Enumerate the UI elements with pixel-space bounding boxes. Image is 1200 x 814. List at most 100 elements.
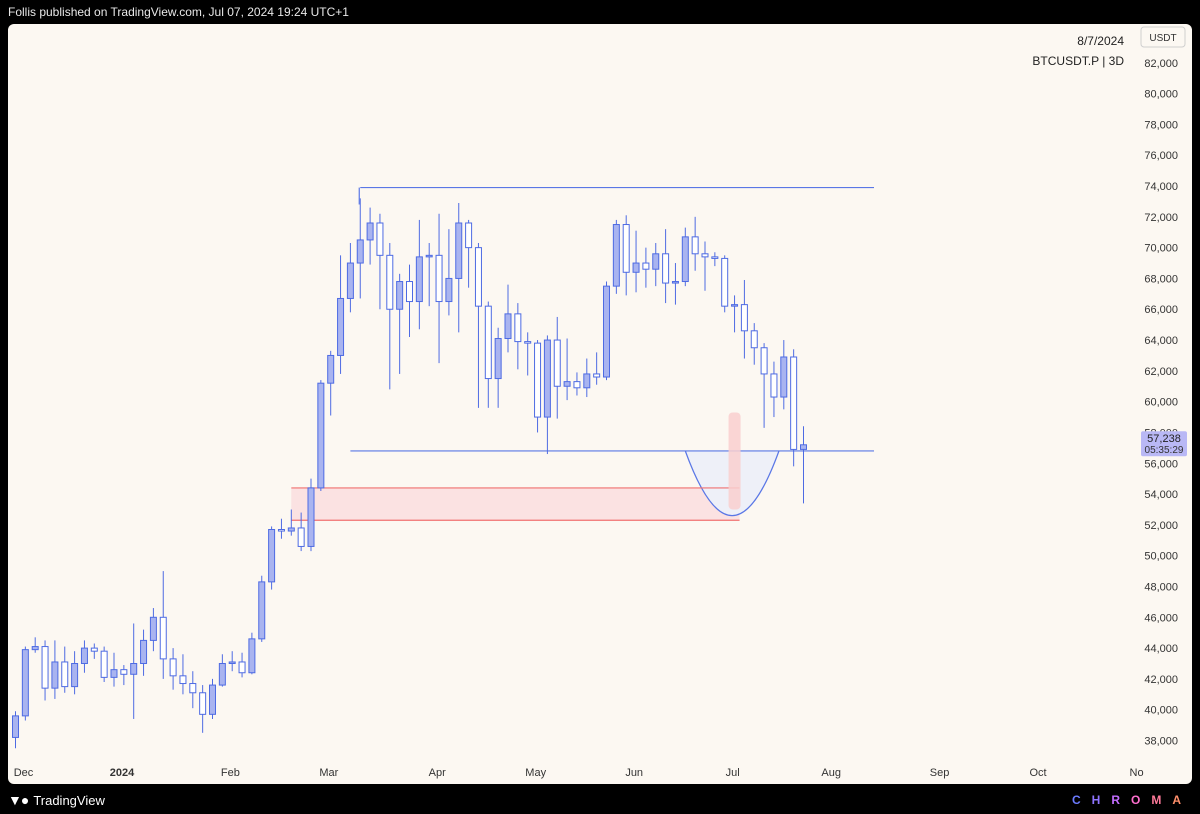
candle [80, 640, 88, 673]
candle [573, 372, 581, 396]
candle-body [396, 281, 404, 310]
candle-body [553, 339, 561, 387]
y-tick-label: 72,000 [1144, 212, 1178, 224]
candle-body [750, 330, 758, 349]
y-tick-label: 82,000 [1144, 58, 1178, 70]
candle [484, 301, 492, 408]
candle [770, 361, 778, 418]
candle [750, 323, 758, 365]
candle [711, 252, 719, 267]
candle [386, 243, 394, 390]
candle [543, 335, 551, 455]
candle [612, 219, 620, 294]
candle-body [484, 305, 492, 380]
candle-body [642, 262, 650, 270]
candle-body [31, 646, 39, 651]
x-tick-label: Mar [319, 767, 338, 779]
candle [780, 340, 788, 410]
candle [140, 629, 148, 676]
chart-panel[interactable]: 38,000 40,000 42,000 44,000 46,000 48,000 50,0… [8, 24, 1192, 784]
candle-body [770, 373, 778, 398]
candle-body [494, 338, 502, 380]
candle [553, 316, 561, 419]
tradingview-logo-text: TradingView [33, 792, 105, 808]
candle-body [701, 253, 709, 258]
candle-body [366, 222, 374, 241]
y-tick-label: 50,000 [1144, 551, 1178, 563]
candle-body [425, 254, 433, 258]
candle [406, 264, 413, 337]
candle [603, 281, 610, 381]
candle [31, 637, 39, 653]
y-tick-label: 56,000 [1144, 458, 1178, 470]
brand-letter: R [1111, 793, 1131, 807]
candle [110, 652, 118, 687]
candle-body [406, 281, 413, 303]
brand-letter: C [1071, 793, 1092, 807]
candle [218, 654, 226, 687]
candle [327, 350, 335, 416]
candle [652, 243, 660, 287]
candle-body [465, 222, 473, 249]
candle-body [543, 339, 551, 418]
y-tick-label: 42,000 [1144, 674, 1178, 686]
candle-body [238, 661, 246, 674]
candle [307, 478, 315, 552]
candle-body [179, 675, 187, 685]
symbol-label: BTCUSDT.P | 3D [1032, 54, 1124, 68]
y-tick-label: 74,000 [1144, 181, 1178, 193]
candle-body [258, 581, 266, 640]
candle [356, 198, 364, 299]
candle-body [317, 382, 325, 489]
candle [179, 654, 187, 695]
currency-button[interactable] [1140, 26, 1186, 48]
candle-body [90, 647, 98, 652]
candle-body [455, 222, 463, 279]
candle [238, 652, 246, 678]
candle [445, 229, 453, 316]
date-label: 8/7/2024 [1077, 34, 1124, 48]
candle-body [583, 373, 591, 389]
candle-body [218, 663, 226, 686]
candle-body [277, 529, 285, 532]
candle [514, 303, 522, 370]
tradingview-logo[interactable]: ▼● TradingView [8, 792, 105, 808]
candle-body [622, 224, 630, 273]
candle [149, 608, 157, 652]
candle [51, 640, 59, 699]
candle-body [504, 313, 512, 340]
candle [41, 640, 49, 701]
candle-body [740, 304, 748, 332]
candle-body [376, 222, 384, 256]
y-tick-label: 52,000 [1144, 520, 1178, 532]
candle-body [61, 661, 69, 688]
candle [760, 343, 768, 428]
y-tick-label: 62,000 [1144, 366, 1178, 378]
footer-bar: ▼● TradingView CHROMA [0, 784, 1200, 814]
candle [504, 284, 512, 353]
chroma-brand: CHROMA [1072, 793, 1192, 807]
y-tick-label: 40,000 [1144, 705, 1178, 717]
candle-body [711, 256, 719, 259]
candle [563, 338, 571, 401]
x-tick-label: Aug [821, 767, 841, 779]
candle [701, 241, 709, 291]
candle-body [297, 527, 305, 547]
candle-body [612, 224, 620, 287]
y-tick-label: 70,000 [1144, 243, 1178, 255]
candle [662, 229, 670, 304]
candle-body [41, 646, 49, 689]
candlestick-chart[interactable]: 38,000 40,000 42,000 44,000 46,000 48,000 50,0… [8, 24, 1192, 784]
brand-letter: M [1151, 793, 1173, 807]
candle [465, 219, 473, 288]
candle-body [248, 638, 256, 674]
y-tick-label: 38,000 [1144, 736, 1178, 748]
candle-body [760, 347, 768, 375]
candle [474, 243, 482, 408]
candle-body [652, 253, 660, 270]
candle [731, 295, 739, 333]
candle [524, 332, 532, 376]
y-tick-label: 60,000 [1144, 397, 1178, 409]
candle [61, 646, 69, 693]
candle-body [603, 285, 610, 378]
